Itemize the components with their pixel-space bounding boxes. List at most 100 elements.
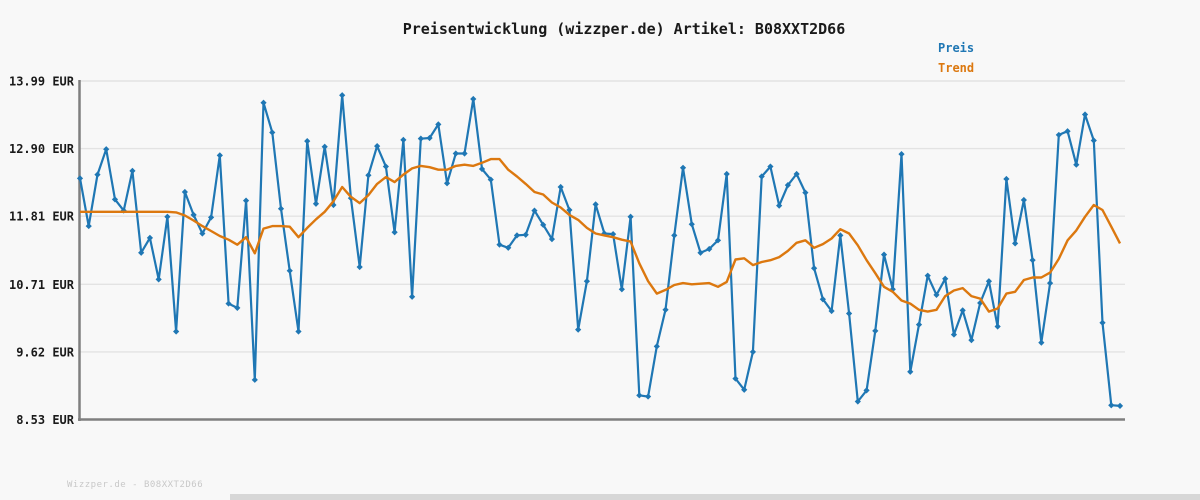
preis-marker [863, 387, 870, 394]
preis-marker [452, 150, 459, 157]
preis-marker [915, 321, 923, 328]
preis-marker [356, 263, 363, 271]
preis-marker [767, 163, 774, 170]
chart-legend: Preis Trend [938, 38, 974, 78]
preis-marker [199, 230, 206, 237]
preis-marker [819, 296, 826, 303]
preis-marker [181, 188, 188, 196]
preis-marker [653, 343, 660, 350]
preis-marker [1038, 339, 1045, 346]
preis-marker [190, 211, 197, 219]
y-tick-label: 11.81 EUR [9, 210, 75, 224]
preis-marker [933, 291, 940, 298]
preis-marker [234, 304, 241, 312]
watermark-text: Wizzper.de - B08XXT2D66 [67, 480, 204, 490]
preis-marker [1064, 128, 1071, 135]
preis-marker [784, 182, 791, 189]
preis-marker [1003, 175, 1010, 183]
preis-marker [758, 173, 765, 180]
preis-marker [120, 207, 127, 214]
preis-marker [627, 213, 634, 220]
preis-marker [391, 229, 398, 236]
preis-marker [924, 272, 931, 279]
preis-marker [644, 393, 652, 400]
preis-marker [793, 170, 800, 178]
preis-marker [592, 201, 599, 208]
preis-marker [732, 375, 739, 382]
preis-marker [828, 307, 835, 315]
preis-marker [1108, 402, 1115, 409]
preis-marker [557, 183, 564, 191]
y-tick-label: 9.62 EUR [16, 345, 75, 359]
preis-marker [741, 386, 748, 393]
preis-marker [129, 167, 136, 174]
preis-marker [76, 175, 84, 182]
preis-marker [610, 231, 617, 238]
preis-marker [837, 232, 844, 239]
preis-marker [1020, 196, 1027, 204]
preis-marker [111, 196, 119, 203]
preis-marker [146, 234, 154, 241]
preis-marker [540, 221, 547, 228]
preis-marker [286, 267, 293, 274]
preis-marker [968, 337, 975, 344]
preis-marker [548, 235, 556, 243]
preis-marker [977, 299, 984, 307]
preis-marker [216, 152, 223, 159]
preis-marker [513, 232, 521, 239]
preis-marker [339, 92, 346, 99]
preis-marker [811, 265, 818, 272]
preis-marker [443, 180, 451, 187]
preis-marker [845, 310, 853, 317]
preis-marker [225, 300, 232, 307]
preis-marker [85, 222, 92, 230]
preis-marker [269, 129, 276, 136]
preis-marker [94, 171, 101, 178]
preis-marker [959, 307, 966, 314]
preis-marker [277, 205, 285, 212]
preis-marker [618, 286, 625, 293]
preis-marker [950, 331, 958, 338]
preis-marker [155, 276, 162, 283]
preis-marker [583, 278, 590, 285]
chart-title: Preisentwicklung (wizzper.de) Artikel: B… [402, 20, 846, 38]
preis-marker [1081, 111, 1089, 118]
preis-marker [994, 323, 1001, 330]
preis-marker [409, 293, 416, 300]
legend-item-trend: Trend [938, 61, 975, 75]
preis-marker [723, 170, 730, 178]
legend-item-preis: Preis [938, 41, 975, 55]
preis-marker [776, 202, 783, 209]
preis-marker [671, 232, 678, 239]
preis-marker [1046, 280, 1054, 287]
preis-marker [1012, 240, 1019, 247]
preis-marker [697, 249, 704, 256]
preis-marker [802, 189, 809, 196]
preis-marker [321, 143, 328, 150]
y-tick-label: 13.99 EUR [9, 75, 75, 89]
y-tick-label: 12.90 EUR [9, 142, 75, 156]
preis-marker [505, 244, 512, 251]
preis-marker [942, 275, 949, 282]
preis-marker [854, 398, 861, 405]
preis-marker [496, 241, 503, 248]
preis-marker [417, 135, 424, 142]
preis-marker [461, 150, 468, 157]
trend-line [80, 157, 1122, 313]
preis-marker [382, 163, 389, 170]
preis-marker [374, 142, 381, 150]
preis-marker [985, 278, 993, 285]
preis-marker [470, 95, 477, 103]
preis-marker [566, 206, 573, 214]
preis-marker [400, 136, 407, 143]
preis-marker [1090, 137, 1097, 144]
preis-marker [207, 214, 215, 221]
preis-marker [706, 245, 713, 253]
preis-marker [898, 151, 905, 158]
preis-marker [365, 172, 372, 179]
preis-marker [242, 197, 250, 204]
preis-marker [478, 165, 486, 173]
preis-marker [1073, 161, 1080, 168]
